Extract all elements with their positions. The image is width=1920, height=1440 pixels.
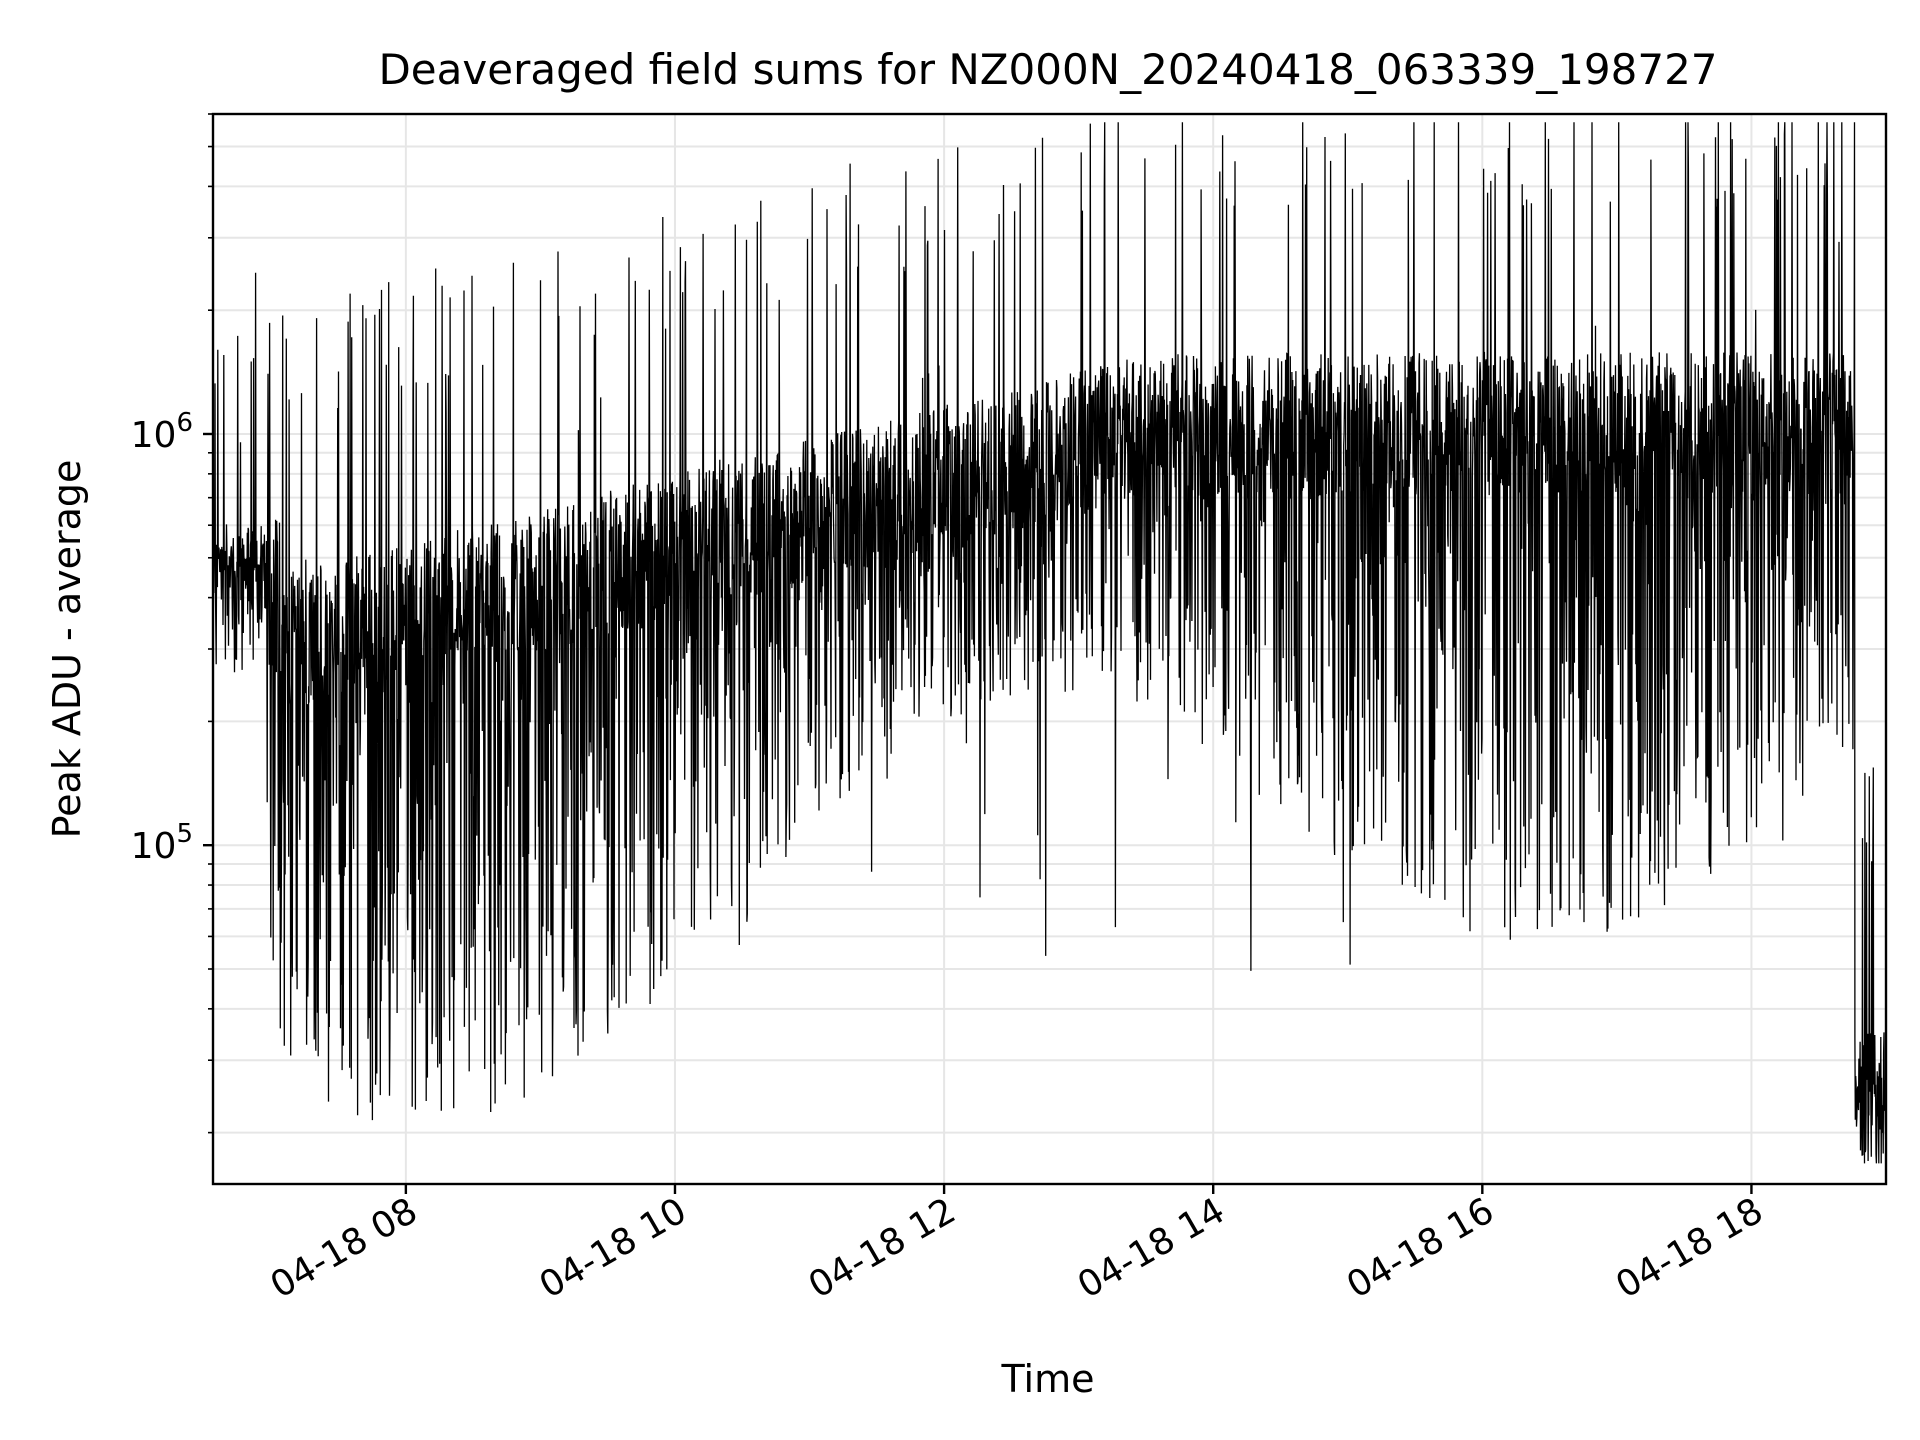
y-axis-label: Peak ADU - average	[45, 460, 89, 839]
x-axis: 04-18 08 04-18 10 04-18 12 04-18 14 04-18 16…	[264, 1184, 1770, 1307]
data-series-layer	[212, 122, 1887, 1164]
data-series-line	[212, 122, 1887, 1164]
x-tick-label: 04-18 10	[533, 1190, 694, 1306]
x-tick-label: 04-18 12	[802, 1190, 963, 1306]
x-axis-label: Time	[1001, 1357, 1095, 1401]
x-tick-label: 04-18 08	[264, 1190, 425, 1306]
y-tick-label: 106	[131, 408, 193, 456]
x-tick-label: 04-18 14	[1071, 1190, 1232, 1306]
x-tick-label: 04-18 16	[1340, 1190, 1501, 1306]
y-tick-label: 105	[131, 819, 193, 867]
chart-title: Deaveraged field sums for NZ000N_2024041…	[378, 45, 1717, 94]
x-tick-label: 04-18 18	[1609, 1190, 1770, 1306]
y-axis: 105 106	[131, 113, 213, 1134]
